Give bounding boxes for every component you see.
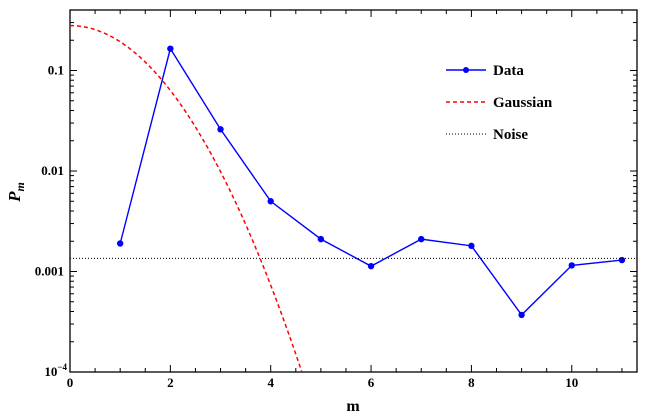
data-point xyxy=(367,262,375,270)
x-axis-title: m xyxy=(346,398,360,415)
legend-label: Gaussian xyxy=(493,95,553,111)
data-point xyxy=(317,235,325,243)
data-line xyxy=(119,46,623,316)
y-tick-label: 10−4 xyxy=(44,362,67,379)
data-point xyxy=(167,45,174,52)
x-tick-label: 8 xyxy=(468,375,475,390)
data-point xyxy=(418,235,425,243)
data-point xyxy=(116,240,124,247)
legend-label: Data xyxy=(493,63,524,79)
data-point xyxy=(568,262,575,269)
y-tick-label: 0.01 xyxy=(41,163,64,178)
x-tick-label: 4 xyxy=(267,375,274,390)
x-tick-label: 6 xyxy=(368,375,375,390)
x-tick-label: 2 xyxy=(167,375,174,390)
legend-marker-data xyxy=(463,67,469,73)
y-tick-label: 0.1 xyxy=(48,63,64,78)
y-axis-title: Pm xyxy=(5,182,27,203)
legend-label: Noise xyxy=(493,127,528,143)
plot-frame xyxy=(69,9,638,373)
x-tick-label: 0 xyxy=(67,375,74,390)
plot-border xyxy=(69,9,638,373)
data-point xyxy=(518,311,525,319)
series-layer xyxy=(70,24,637,373)
y-axis-title-main: P xyxy=(5,191,24,203)
data-point xyxy=(217,126,224,133)
data-point xyxy=(618,256,626,264)
gaussian-curve xyxy=(70,24,303,373)
legend: Data Gaussian Noise xyxy=(446,63,553,143)
axis-ticks xyxy=(69,9,637,373)
y-tick-label: 0.001 xyxy=(35,264,64,279)
data-point xyxy=(468,242,475,250)
x-tick-label: 10 xyxy=(565,375,578,390)
axis-tick-labels: 0 2 4 6 8 10 10−4 0.001 0.01 0.1 xyxy=(35,63,579,390)
y-axis-title-subscript: m xyxy=(13,182,27,191)
data-point xyxy=(267,198,274,205)
